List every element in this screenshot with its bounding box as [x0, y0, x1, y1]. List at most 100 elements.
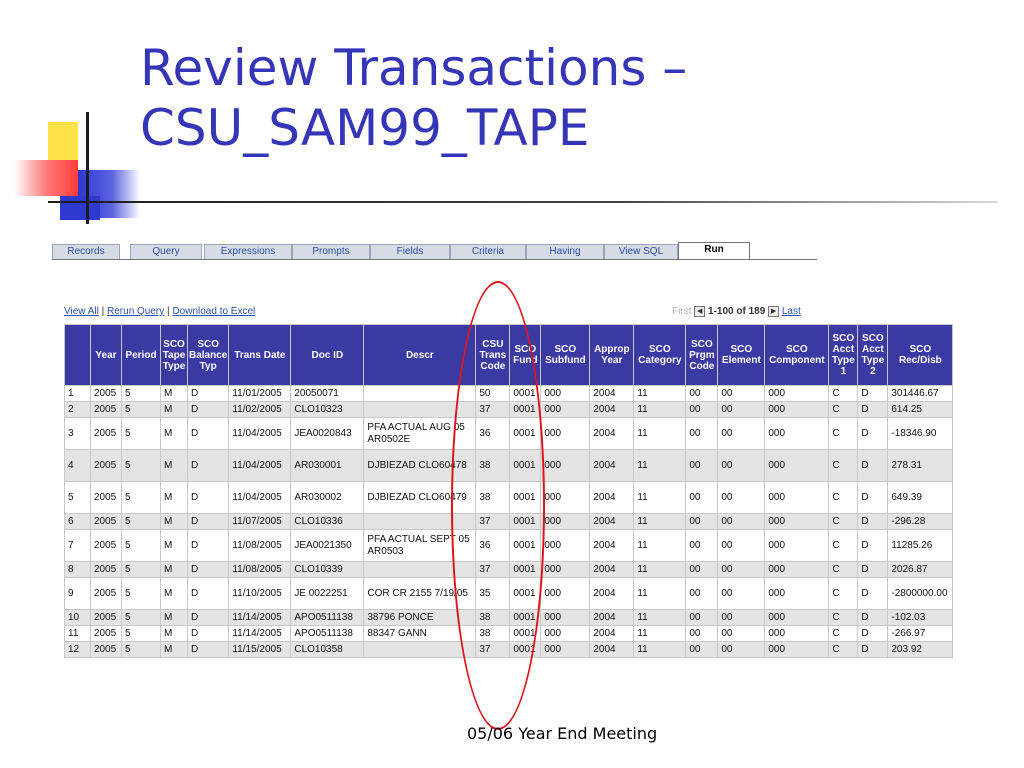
table-cell: 000: [764, 561, 830, 578]
table-cell: 000: [764, 417, 830, 450]
table-cell: [363, 641, 477, 658]
tab-query[interactable]: Query: [130, 244, 202, 259]
table-cell: D: [857, 449, 889, 482]
table-cell: 000: [540, 625, 591, 642]
table-cell: D: [857, 609, 889, 626]
table-cell: C: [828, 561, 859, 578]
table-cell: 2005: [90, 625, 122, 642]
table-cell: D: [186, 529, 230, 562]
table-cell: 11/10/2005: [228, 577, 292, 610]
table-cell: 11/14/2005: [228, 625, 292, 642]
table-cell: JEA0021350: [290, 529, 365, 562]
table-cell: 000: [540, 641, 591, 658]
table-cell: 2005: [90, 481, 122, 514]
table-cell: 11/04/2005: [228, 449, 292, 482]
table-cell: 2026.87: [887, 561, 954, 578]
tabs-baseline: [52, 259, 817, 260]
table-cell: 4: [64, 449, 91, 482]
pager-first[interactable]: First: [672, 306, 692, 318]
table-cell: 00: [685, 513, 719, 530]
table-cell: D: [186, 401, 230, 418]
table-cell: 2005: [90, 577, 122, 610]
table-cell: 11: [633, 385, 687, 402]
table-row: 12 2005 5 M D 11/15/2005 CLO10358 37 0001 000 2004…: [64, 641, 954, 658]
column-header: SCO Tape Type: [160, 324, 188, 386]
decor-blue-block: [60, 196, 100, 220]
table-cell: 000: [764, 481, 830, 514]
table-cell: 00: [685, 641, 719, 658]
table-cell: 2004: [589, 609, 635, 626]
table-cell: 11: [633, 401, 687, 418]
title-underline: [48, 201, 998, 203]
table-cell: 11/07/2005: [228, 513, 292, 530]
table-cell: 000: [540, 449, 591, 482]
table-cell: JEA0020843: [290, 417, 365, 450]
table-cell: 000: [764, 577, 830, 610]
table-cell: 2005: [90, 513, 122, 530]
table-cell: -102.03: [887, 609, 954, 626]
table-cell: 00: [685, 529, 719, 562]
table-cell: 11/04/2005: [228, 417, 292, 450]
table-cell: D: [186, 417, 230, 450]
table-cell: 7: [64, 529, 91, 562]
table-cell: C: [828, 449, 859, 482]
table-cell: 2004: [589, 417, 635, 450]
next-arrow-icon[interactable]: ▶: [768, 306, 780, 317]
tab-criteria[interactable]: Criteria: [450, 244, 526, 259]
rerun-query-link[interactable]: Rerun Query: [107, 306, 165, 317]
table-cell: 000: [764, 513, 830, 530]
table-cell: 1: [64, 385, 91, 402]
table-cell: 11: [633, 577, 687, 610]
tab-view-sql[interactable]: View SQL: [604, 244, 678, 259]
view-all-link[interactable]: View All: [64, 306, 99, 317]
table-cell: C: [828, 609, 859, 626]
pager-last[interactable]: Last: [781, 306, 801, 318]
table-cell: 00: [717, 625, 766, 642]
table-cell: JE 0022251: [290, 577, 365, 610]
tab-run[interactable]: Run: [678, 242, 750, 260]
table-cell: 2004: [589, 641, 635, 658]
table-cell: 5: [121, 449, 161, 482]
table-row: 7 2005 5 M D 11/08/2005 JEA0021350 PFA ACTUAL S…: [64, 529, 954, 562]
table-cell: D: [857, 513, 889, 530]
table-cell: 00: [685, 561, 719, 578]
table-cell: 000: [540, 561, 591, 578]
table-cell: CLO10323: [290, 401, 365, 418]
table-cell: 5: [121, 513, 161, 530]
table-cell: 00: [685, 449, 719, 482]
link-separator: |: [167, 306, 170, 317]
column-header: Doc ID: [290, 324, 365, 386]
table-cell: CLO10339: [290, 561, 365, 578]
table-cell: 5: [64, 481, 91, 514]
tab-prompts[interactable]: Prompts: [292, 244, 370, 259]
table-cell: 000: [764, 625, 830, 642]
table-cell: 00: [717, 529, 766, 562]
tab-expressions[interactable]: Expressions: [204, 244, 292, 259]
table-cell: 11/01/2005: [228, 385, 292, 402]
table-cell: 203.92: [887, 641, 954, 658]
table-cell: -266.97: [887, 625, 954, 642]
table-cell: 00: [717, 401, 766, 418]
table-cell: 00: [717, 385, 766, 402]
table-cell: 00: [685, 625, 719, 642]
table-cell: 000: [764, 401, 830, 418]
table-cell: M: [160, 561, 188, 578]
column-header: SCO Prgm Code: [685, 324, 719, 386]
table-cell: 00: [717, 513, 766, 530]
table-cell: 2005: [90, 417, 122, 450]
column-header: SCO Element: [717, 324, 766, 386]
table-cell: 000: [540, 481, 591, 514]
tab-fields[interactable]: Fields: [370, 244, 450, 259]
table-cell: 2004: [589, 561, 635, 578]
table-cell: 00: [685, 609, 719, 626]
prev-arrow-icon[interactable]: ◀: [694, 306, 706, 317]
table-cell: C: [828, 385, 859, 402]
tab-records[interactable]: Records: [52, 244, 120, 259]
table-cell: 000: [540, 529, 591, 562]
table-cell: APO0511138: [290, 609, 365, 626]
tab-having[interactable]: Having: [526, 244, 604, 259]
table-cell: 000: [540, 577, 591, 610]
table-cell: 2004: [589, 449, 635, 482]
download-excel-link[interactable]: Download to Excel: [172, 306, 256, 317]
table-cell: 11: [633, 625, 687, 642]
